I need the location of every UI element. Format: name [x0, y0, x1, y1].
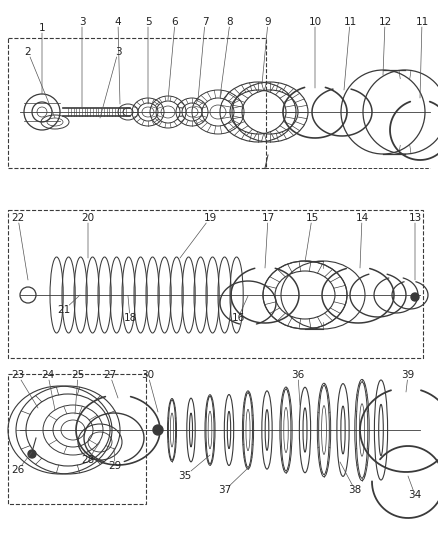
Text: 35: 35 — [178, 455, 210, 481]
Bar — [8, 38, 266, 168]
Text: 36: 36 — [291, 370, 304, 405]
Text: 15: 15 — [305, 213, 318, 262]
Text: 11: 11 — [343, 17, 357, 90]
Text: 3: 3 — [79, 17, 85, 108]
Circle shape — [411, 293, 419, 301]
Text: 2: 2 — [25, 47, 55, 118]
Text: 3: 3 — [100, 47, 121, 118]
Text: 28: 28 — [81, 442, 100, 465]
Bar — [8, 210, 423, 358]
Text: 11: 11 — [415, 17, 429, 98]
Text: 5: 5 — [145, 17, 151, 104]
Text: 34: 34 — [408, 476, 422, 500]
Text: 19: 19 — [180, 213, 217, 258]
Text: 13: 13 — [408, 213, 422, 280]
Text: 39: 39 — [401, 370, 415, 392]
Text: 18: 18 — [124, 296, 137, 323]
Text: 27: 27 — [103, 370, 118, 398]
Text: 21: 21 — [57, 295, 80, 315]
Text: 17: 17 — [261, 213, 275, 268]
Text: 25: 25 — [71, 370, 85, 414]
Text: 14: 14 — [355, 213, 369, 268]
Text: 10: 10 — [308, 17, 321, 88]
Bar — [8, 374, 146, 504]
Text: 29: 29 — [108, 448, 122, 471]
Text: 9: 9 — [262, 17, 271, 84]
Text: 38: 38 — [340, 462, 362, 495]
Text: 16: 16 — [231, 296, 248, 323]
Text: 26: 26 — [11, 452, 32, 475]
Text: 24: 24 — [41, 370, 55, 410]
Text: 1: 1 — [39, 23, 45, 94]
Text: 7: 7 — [198, 17, 208, 100]
Text: 23: 23 — [11, 370, 38, 408]
Text: 37: 37 — [219, 468, 248, 495]
Text: 30: 30 — [141, 370, 158, 412]
Text: 20: 20 — [81, 213, 95, 258]
Text: 4: 4 — [115, 17, 121, 104]
Circle shape — [153, 425, 163, 435]
Text: 22: 22 — [11, 213, 28, 280]
Text: 8: 8 — [220, 17, 233, 97]
Circle shape — [28, 450, 36, 458]
Text: 6: 6 — [168, 17, 178, 100]
Text: 12: 12 — [378, 17, 392, 75]
